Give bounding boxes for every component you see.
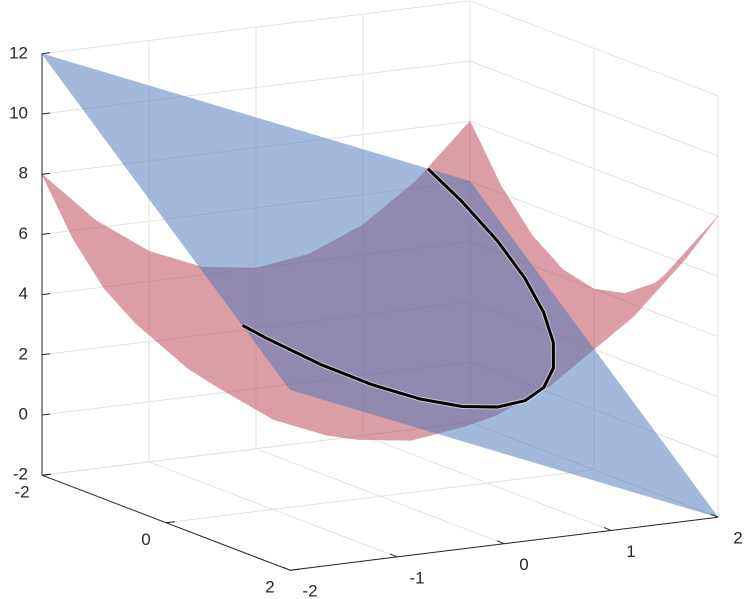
z-tick-label: 2 xyxy=(19,344,28,363)
z-tick-label: 0 xyxy=(19,404,28,423)
z-tick xyxy=(41,353,51,356)
x-tick xyxy=(282,566,291,571)
x-tick xyxy=(710,513,719,518)
z-tick-label: 8 xyxy=(19,164,28,183)
y-tick xyxy=(289,568,300,571)
grid-line xyxy=(469,60,719,157)
intersection-curve xyxy=(241,167,555,409)
z-tick xyxy=(41,232,51,235)
z-tick xyxy=(41,172,51,175)
x-tick xyxy=(603,526,612,531)
y-tick-label: -2 xyxy=(14,483,29,502)
z-tick xyxy=(41,413,51,416)
z-tick-label: 6 xyxy=(19,224,28,243)
x-tick-label: 0 xyxy=(519,555,528,574)
surface-patch xyxy=(633,215,719,317)
grid-line xyxy=(165,469,595,524)
z-tick xyxy=(41,293,51,296)
y-tick-label: 2 xyxy=(265,578,274,597)
z-tick-label: 4 xyxy=(19,284,28,303)
z-tick-label: 10 xyxy=(9,103,28,122)
grid-line xyxy=(469,120,719,217)
z-tick xyxy=(41,52,51,55)
y-tick-label: 0 xyxy=(141,530,150,549)
surface-patch xyxy=(41,173,127,286)
x-tick xyxy=(496,540,505,545)
z-tick-label: -2 xyxy=(13,465,28,484)
x-tick-label: -1 xyxy=(409,568,424,587)
grid-line xyxy=(41,0,471,55)
x-tick xyxy=(389,553,398,558)
y-tick xyxy=(41,473,52,476)
x-tick-label: -2 xyxy=(302,582,317,599)
x-tick-label: 1 xyxy=(626,542,635,561)
z-tick-label: 12 xyxy=(9,43,28,62)
y-tick xyxy=(165,521,176,524)
grid-line xyxy=(469,0,719,97)
x-tick-label: 2 xyxy=(733,529,742,548)
z-tick xyxy=(41,112,51,115)
grid-line xyxy=(469,180,719,277)
